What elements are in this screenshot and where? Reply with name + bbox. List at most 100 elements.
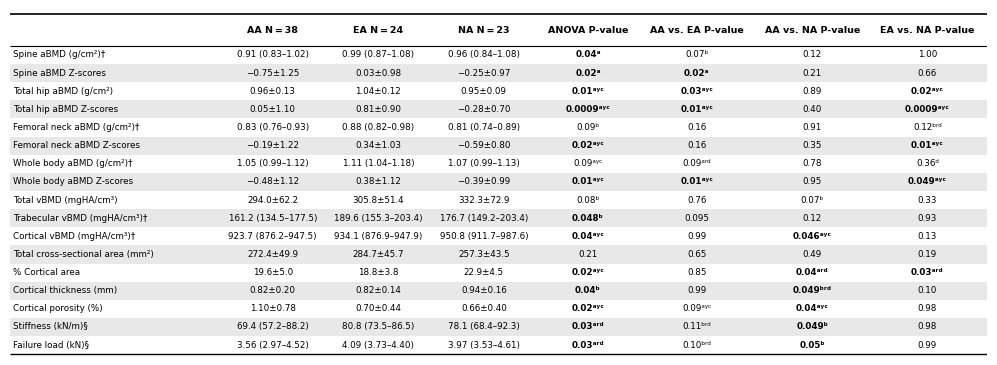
Text: 0.12ᵇʳᵈ: 0.12ᵇʳᵈ bbox=[913, 123, 942, 132]
Text: 950.8 (911.7–987.6): 950.8 (911.7–987.6) bbox=[440, 232, 528, 241]
Text: Total vBMD (mgHA/cm³): Total vBMD (mgHA/cm³) bbox=[13, 196, 118, 204]
Text: 0.66±0.40: 0.66±0.40 bbox=[461, 304, 506, 313]
Text: Cortical thickness (mm): Cortical thickness (mm) bbox=[13, 286, 118, 295]
Text: EA vs. NA P-value: EA vs. NA P-value bbox=[880, 26, 975, 35]
Text: 0.07ᵇ: 0.07ᵇ bbox=[801, 196, 824, 204]
Text: −0.59±0.80: −0.59±0.80 bbox=[457, 141, 510, 150]
Text: 80.8 (73.5–86.5): 80.8 (73.5–86.5) bbox=[342, 323, 415, 331]
Bar bbox=[10, 100, 987, 118]
Text: 0.05±1.10: 0.05±1.10 bbox=[250, 105, 296, 114]
Text: 0.10: 0.10 bbox=[918, 286, 937, 295]
Text: 0.04ᵃʳᵈ: 0.04ᵃʳᵈ bbox=[796, 268, 829, 277]
Text: 0.095: 0.095 bbox=[684, 214, 709, 223]
Text: 0.03ᵃʸᶜ: 0.03ᵃʸᶜ bbox=[681, 87, 713, 96]
Text: 294.0±62.2: 294.0±62.2 bbox=[247, 196, 298, 204]
Text: 0.049ᵃʸᶜ: 0.049ᵃʸᶜ bbox=[908, 177, 947, 187]
Bar bbox=[10, 155, 987, 173]
Bar bbox=[10, 227, 987, 245]
Text: 0.76: 0.76 bbox=[687, 196, 707, 204]
Text: 0.19: 0.19 bbox=[918, 250, 937, 259]
Text: Total hip aBMD (g/cm²): Total hip aBMD (g/cm²) bbox=[13, 87, 113, 96]
Text: −0.75±1.25: −0.75±1.25 bbox=[246, 69, 299, 78]
Text: Whole body aBMD Z-scores: Whole body aBMD Z-scores bbox=[13, 177, 133, 187]
Text: 0.03±0.98: 0.03±0.98 bbox=[355, 69, 402, 78]
Text: 0.81±0.90: 0.81±0.90 bbox=[355, 105, 402, 114]
Text: 0.03ᵃʳᵈ: 0.03ᵃʳᵈ bbox=[571, 341, 604, 350]
Text: Cortical porosity (%): Cortical porosity (%) bbox=[13, 304, 103, 313]
Text: 332.3±72.9: 332.3±72.9 bbox=[458, 196, 509, 204]
Text: 0.96±0.13: 0.96±0.13 bbox=[250, 87, 296, 96]
Text: −0.48±1.12: −0.48±1.12 bbox=[246, 177, 299, 187]
Bar bbox=[10, 300, 987, 318]
Text: 176.7 (149.2–203.4): 176.7 (149.2–203.4) bbox=[440, 214, 528, 223]
Text: AA N = 38: AA N = 38 bbox=[247, 26, 298, 35]
Text: NA N = 23: NA N = 23 bbox=[458, 26, 509, 35]
Text: 0.81 (0.74–0.89): 0.81 (0.74–0.89) bbox=[448, 123, 519, 132]
Bar bbox=[10, 282, 987, 300]
Text: 161.2 (134.5–177.5): 161.2 (134.5–177.5) bbox=[228, 214, 317, 223]
Text: Spine aBMD (g/cm²)†: Spine aBMD (g/cm²)† bbox=[13, 50, 105, 59]
Text: 3.97 (3.53–4.61): 3.97 (3.53–4.61) bbox=[448, 341, 519, 350]
Text: 0.33: 0.33 bbox=[917, 196, 937, 204]
Bar bbox=[10, 209, 987, 227]
Text: 0.03ᵃʳᵈ: 0.03ᵃʳᵈ bbox=[571, 323, 604, 331]
Text: 0.048ᵇ: 0.048ᵇ bbox=[572, 214, 604, 223]
Text: 0.36ᵈ: 0.36ᵈ bbox=[916, 159, 939, 168]
Text: 0.02ᵃʸᶜ: 0.02ᵃʸᶜ bbox=[911, 87, 944, 96]
Bar bbox=[10, 82, 987, 100]
Text: 0.049ᵇ: 0.049ᵇ bbox=[797, 323, 829, 331]
Text: Femoral neck aBMD Z-scores: Femoral neck aBMD Z-scores bbox=[13, 141, 140, 150]
Text: 0.21: 0.21 bbox=[578, 250, 597, 259]
Text: 0.78: 0.78 bbox=[803, 159, 822, 168]
Text: 78.1 (68.4–92.3): 78.1 (68.4–92.3) bbox=[448, 323, 519, 331]
Text: % Cortical area: % Cortical area bbox=[13, 268, 80, 277]
Text: ANOVA P-value: ANOVA P-value bbox=[547, 26, 628, 35]
Text: 3.56 (2.97–4.52): 3.56 (2.97–4.52) bbox=[237, 341, 309, 350]
Text: 923.7 (876.2–947.5): 923.7 (876.2–947.5) bbox=[228, 232, 317, 241]
Text: 0.02ᵃʸᶜ: 0.02ᵃʸᶜ bbox=[571, 141, 604, 150]
Text: 0.02ᵃ: 0.02ᵃ bbox=[575, 69, 600, 78]
Text: 1.00: 1.00 bbox=[918, 50, 937, 59]
Text: 0.09ᵃʳᵈ: 0.09ᵃʳᵈ bbox=[683, 159, 711, 168]
Text: Spine aBMD Z-scores: Spine aBMD Z-scores bbox=[13, 69, 106, 78]
Text: 0.16: 0.16 bbox=[687, 141, 707, 150]
Bar bbox=[10, 46, 987, 64]
Bar bbox=[10, 264, 987, 282]
Text: Whole body aBMD (g/cm²)†: Whole body aBMD (g/cm²)† bbox=[13, 159, 133, 168]
Text: 1.04±0.12: 1.04±0.12 bbox=[356, 87, 401, 96]
Text: 189.6 (155.3–203.4): 189.6 (155.3–203.4) bbox=[334, 214, 423, 223]
Text: 1.05 (0.99–1.12): 1.05 (0.99–1.12) bbox=[237, 159, 309, 168]
Bar bbox=[10, 118, 987, 137]
Text: 284.7±45.7: 284.7±45.7 bbox=[353, 250, 404, 259]
Text: 0.49: 0.49 bbox=[803, 250, 822, 259]
Text: −0.39±0.99: −0.39±0.99 bbox=[458, 177, 510, 187]
Text: Total cross-sectional area (mm²): Total cross-sectional area (mm²) bbox=[13, 250, 154, 259]
Text: 0.21: 0.21 bbox=[803, 69, 822, 78]
Text: 0.01ᵃʸᶜ: 0.01ᵃʸᶜ bbox=[571, 177, 604, 187]
Text: 22.9±4.5: 22.9±4.5 bbox=[464, 268, 503, 277]
Text: 1.07 (0.99–1.13): 1.07 (0.99–1.13) bbox=[448, 159, 519, 168]
Text: 0.09ᵇ: 0.09ᵇ bbox=[576, 123, 599, 132]
Text: 0.04ᵃʸᶜ: 0.04ᵃʸᶜ bbox=[571, 232, 604, 241]
Text: 0.04ᵃ: 0.04ᵃ bbox=[575, 50, 600, 59]
Text: 69.4 (57.2–88.2): 69.4 (57.2–88.2) bbox=[237, 323, 309, 331]
Text: 0.02ᵃʸᶜ: 0.02ᵃʸᶜ bbox=[571, 304, 604, 313]
Text: AA vs. NA P-value: AA vs. NA P-value bbox=[765, 26, 859, 35]
Text: Total hip aBMD Z-scores: Total hip aBMD Z-scores bbox=[13, 105, 118, 114]
Text: 0.88 (0.82–0.98): 0.88 (0.82–0.98) bbox=[342, 123, 415, 132]
Bar bbox=[10, 137, 987, 155]
Text: Femoral neck aBMD (g/cm²)†: Femoral neck aBMD (g/cm²)† bbox=[13, 123, 140, 132]
Text: 0.91 (0.83–1.02): 0.91 (0.83–1.02) bbox=[237, 50, 309, 59]
Text: −0.25±0.97: −0.25±0.97 bbox=[458, 69, 510, 78]
Text: 0.35: 0.35 bbox=[803, 141, 822, 150]
Text: 0.83 (0.76–0.93): 0.83 (0.76–0.93) bbox=[236, 123, 309, 132]
Text: 0.07ᵇ: 0.07ᵇ bbox=[685, 50, 709, 59]
Text: 0.16: 0.16 bbox=[687, 123, 707, 132]
Text: 0.95±0.09: 0.95±0.09 bbox=[461, 87, 506, 96]
Text: 0.82±0.20: 0.82±0.20 bbox=[250, 286, 296, 295]
Text: 0.04ᵃʸᶜ: 0.04ᵃʸᶜ bbox=[796, 304, 829, 313]
Text: 0.0009ᵃʸᶜ: 0.0009ᵃʸᶜ bbox=[905, 105, 950, 114]
Text: Trabecular vBMD (mgHA/cm³)†: Trabecular vBMD (mgHA/cm³)† bbox=[13, 214, 148, 223]
Text: 272.4±49.9: 272.4±49.9 bbox=[247, 250, 298, 259]
Text: 0.10ᵇʳᵈ: 0.10ᵇʳᵈ bbox=[682, 341, 711, 350]
